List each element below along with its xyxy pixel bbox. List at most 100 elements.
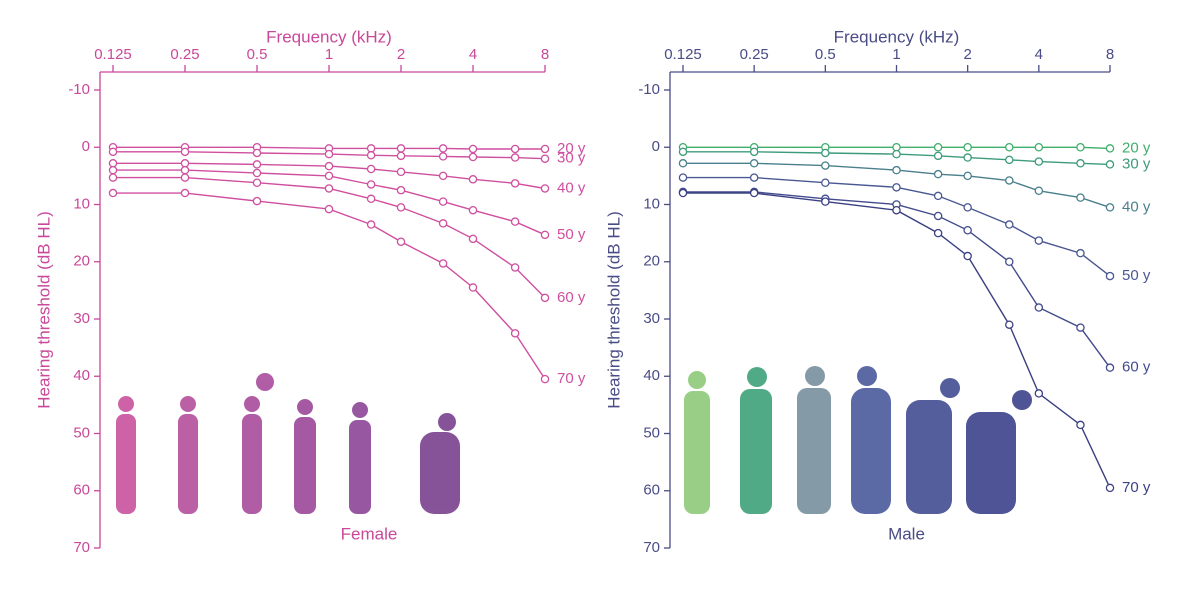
data-point [468,205,478,215]
y-tick-label: 60 [643,482,660,499]
data-point [1034,186,1044,196]
y-tick-label: 40 [73,367,90,384]
data-point [396,167,406,177]
x-tick-label: 0.5 [815,46,836,63]
data-point [678,147,688,157]
data-point [324,171,334,181]
data-point [438,171,448,181]
data-point [510,263,520,272]
data-point [252,160,262,169]
data-point [933,228,943,238]
data-point [366,151,376,160]
data-point [438,152,448,161]
data-point [324,149,334,159]
data-point [749,188,759,198]
data-point [540,184,550,193]
y-axis-title: Hearing threshold (dB HL) [604,211,623,408]
x-tick-label: 2 [397,46,405,63]
data-point [366,220,376,229]
data-point [324,184,334,193]
data-point [366,180,376,189]
data-point [108,173,118,182]
data-point [1034,389,1044,398]
x-tick-label: 0.125 [94,46,132,63]
series-label: 30 y [1122,155,1151,172]
data-point [468,152,478,162]
data-point [180,159,190,168]
data-point [396,237,406,246]
data-point [678,173,688,182]
series-label: 70 y [1122,479,1151,496]
data-point [1034,236,1044,245]
data-point [108,188,118,198]
y-tick-label: 20 [643,253,660,270]
data-point [821,178,830,187]
x-tick-label: 2 [963,46,971,63]
data-point [468,144,478,154]
data-point [1076,159,1085,168]
data-point [180,165,190,175]
y-tick-label: 70 [73,539,90,556]
x-tick-label: 8 [1106,46,1114,63]
female-silhouettes [116,373,460,514]
y-tick-label: 60 [73,482,90,499]
data-point [821,197,830,206]
series-label: 60 y [557,289,586,306]
series-line [683,151,1111,166]
y-tick-label: 0 [82,138,90,155]
data-point [1076,142,1085,152]
data-point [108,165,118,175]
data-point [892,142,901,152]
data-point [1105,271,1115,281]
x-tick-label: 4 [469,46,477,63]
data-point [396,151,406,161]
series-label: 20 y [1122,139,1151,156]
series-label: 20 y [557,140,586,157]
data-point [1076,420,1085,430]
panel-label: Male [888,524,925,543]
male-silhouettes [684,366,1032,514]
data-point [324,161,334,171]
data-point [180,147,190,157]
x-tick-label: 0.25 [170,46,199,63]
data-point [1005,320,1014,329]
data-point [510,329,520,338]
series-line [113,169,546,236]
data-point [366,164,376,174]
data-point [1105,203,1115,212]
x-axis-title: Frequency (kHz) [834,27,960,46]
data-point [252,196,262,206]
data-point [892,149,901,159]
data-point [1034,142,1044,152]
data-point [252,168,262,178]
data-point [963,153,972,162]
x-tick-label: 0.125 [664,46,702,63]
y-tick-label: 70 [643,539,660,556]
series-line [113,176,546,299]
series-line [683,162,1111,209]
data-point [510,153,520,162]
data-point [180,173,190,182]
data-point [821,148,830,158]
y-tick-label: 50 [643,424,660,441]
x-tick-label: 0.5 [247,46,268,63]
series-line [683,191,1111,369]
data-point [678,159,688,168]
data-point [892,205,901,215]
data-point [468,175,478,184]
data-point [438,144,448,153]
x-tick-label: 1 [892,46,900,63]
series-label: 70 y [557,370,586,387]
x-tick-label: 0.25 [740,46,769,63]
y-tick-label: 10 [643,195,660,212]
data-point [821,161,830,170]
data-point [963,251,972,261]
y-tick-label: 20 [73,253,90,270]
series-line [683,176,1111,277]
data-point [892,183,901,192]
series-line [683,192,1111,489]
series-line [113,162,546,190]
data-point [1005,155,1014,165]
y-tick-label: 0 [652,138,660,155]
